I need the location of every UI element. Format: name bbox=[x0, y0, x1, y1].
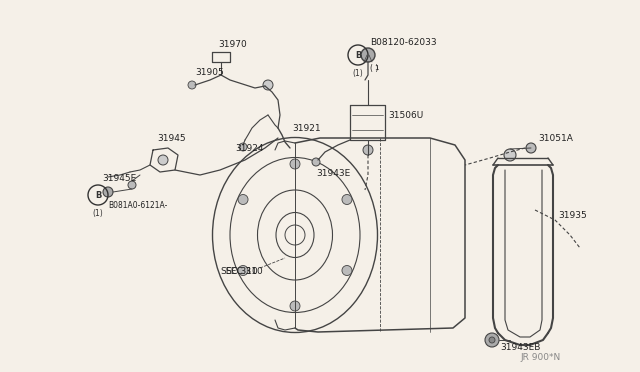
Circle shape bbox=[238, 195, 248, 205]
Text: SEC.310: SEC.310 bbox=[225, 267, 263, 276]
Text: 31943EB: 31943EB bbox=[500, 343, 540, 353]
Text: 31970: 31970 bbox=[218, 39, 247, 48]
Text: 31935: 31935 bbox=[558, 211, 587, 219]
Text: 31924: 31924 bbox=[235, 144, 264, 153]
Text: B081A0-6121A-: B081A0-6121A- bbox=[108, 201, 168, 209]
Text: B: B bbox=[95, 190, 101, 199]
Circle shape bbox=[526, 143, 536, 153]
Text: 31051A: 31051A bbox=[538, 134, 573, 142]
Text: B08120-62033: B08120-62033 bbox=[370, 38, 436, 46]
Circle shape bbox=[158, 155, 168, 165]
Circle shape bbox=[504, 149, 516, 161]
Text: 1: 1 bbox=[374, 65, 378, 71]
Circle shape bbox=[489, 337, 495, 343]
Circle shape bbox=[363, 145, 373, 155]
Text: 31945: 31945 bbox=[157, 134, 186, 142]
Circle shape bbox=[238, 266, 248, 276]
Text: SEC.310: SEC.310 bbox=[220, 267, 258, 276]
Text: 31905: 31905 bbox=[195, 67, 224, 77]
Circle shape bbox=[485, 333, 499, 347]
Text: JR 900*N: JR 900*N bbox=[520, 353, 560, 362]
Circle shape bbox=[290, 159, 300, 169]
Text: 31943E: 31943E bbox=[316, 169, 350, 177]
Circle shape bbox=[263, 80, 273, 90]
Circle shape bbox=[342, 195, 352, 205]
Text: (1): (1) bbox=[93, 209, 104, 218]
Text: 31921: 31921 bbox=[292, 124, 321, 132]
Text: 31506U: 31506U bbox=[388, 110, 423, 119]
Circle shape bbox=[239, 143, 247, 151]
Circle shape bbox=[342, 266, 352, 276]
Text: (1): (1) bbox=[353, 69, 364, 78]
Text: 31945E: 31945E bbox=[102, 173, 136, 183]
Circle shape bbox=[188, 81, 196, 89]
Circle shape bbox=[290, 301, 300, 311]
Text: B: B bbox=[355, 51, 361, 60]
Circle shape bbox=[361, 48, 375, 62]
Circle shape bbox=[103, 187, 113, 197]
Circle shape bbox=[128, 181, 136, 189]
Circle shape bbox=[312, 158, 320, 166]
Text: ( ): ( ) bbox=[370, 64, 378, 73]
